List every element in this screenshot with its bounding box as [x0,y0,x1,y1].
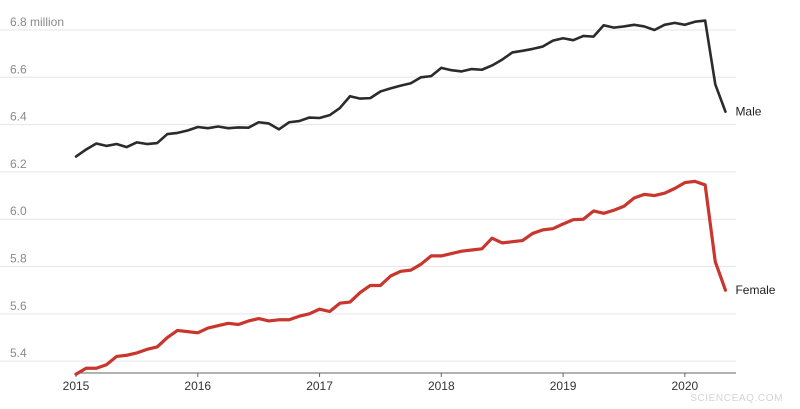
series-labels: Male Female [735,105,775,298]
y-tick-label-5: 6.4 [10,110,27,124]
x-tick-label-2: 2017 [306,379,333,393]
series-label-male: Male [735,105,761,119]
y-tick-label-0: 5.4 [10,346,27,360]
y-tick-label-1: 5.6 [10,299,27,313]
series-label-female: Female [735,283,775,297]
x-tick-label-5: 2020 [672,379,699,393]
y-tick-label-4: 6.2 [10,157,27,171]
series-line-female [74,179,728,376]
y-tick-label-7: 6.8 million [10,15,64,29]
y-tick-label-6: 6.6 [10,62,27,76]
x-tick-label-1: 2016 [184,379,211,393]
x-tick-label-4: 2019 [550,379,577,393]
series-line-male [74,19,727,158]
x-axis-tick-labels: 2015 2016 2017 2018 2019 2020 [63,379,699,393]
x-tick-label-3: 2018 [428,379,455,393]
y-tick-label-3: 6.0 [10,204,27,218]
y-tick-label-2: 5.8 [10,252,27,266]
x-tick-label-0: 2015 [63,379,90,393]
gridlines [0,29,736,377]
watermark-text: SCIENCEAQ.COM [690,393,783,404]
y-axis-tick-labels: 5.4 5.6 5.8 6.0 6.2 6.4 6.6 6.8 million [10,15,64,360]
series-lines [74,19,728,376]
